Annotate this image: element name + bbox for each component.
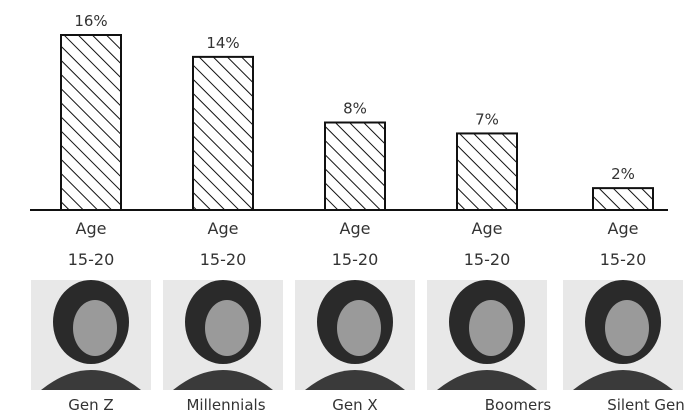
age-range-label-gen-x: 15-20 [332,250,379,269]
bar-gen-z [60,34,122,211]
age-range-label-millennials: 15-20 [200,250,247,269]
value-label-boomers: 7% [475,110,499,128]
portrait-gen-z [31,280,151,390]
age-range-label-gen-z: 15-20 [68,250,115,269]
bar-gen-x [324,121,386,211]
value-label-silent-gen: 2% [611,165,635,183]
age-label-boomers: Age [472,219,503,238]
portrait-millennials [163,280,283,390]
value-label-gen-x: 8% [343,100,367,118]
portrait-boomers [427,280,547,390]
portrait-gen-x [295,280,415,390]
age-label-gen-x: Age [340,219,371,238]
portrait-silent-gen [563,280,683,390]
bar-millennials [192,55,254,211]
value-label-gen-z: 16% [74,12,107,30]
age-label-silent-gen: Age [608,219,639,238]
bars-layer [60,34,654,211]
age-label-gen-z: Age [76,219,107,238]
generation-label-silent-gen: Silent Gen [607,396,685,414]
bar-silent-gen [592,187,654,211]
age-range-label-silent-gen: 15-20 [600,250,647,269]
labels-layer: 16% Age 15-20 Gen Z 14% Age 15-20 Millennials 8%… [68,12,685,414]
generation-label-gen-x: Gen X [332,396,377,414]
generation-label-gen-z: Gen Z [68,396,113,414]
age-range-label-boomers: 15-20 [464,250,511,269]
generation-label-boomers: Boomers [485,396,552,414]
value-label-millennials: 14% [206,34,239,52]
bar-boomers [456,132,518,211]
photos-layer [31,280,683,390]
generation-label-millennials: Millennials [186,396,265,414]
age-label-millennials: Age [208,219,239,238]
